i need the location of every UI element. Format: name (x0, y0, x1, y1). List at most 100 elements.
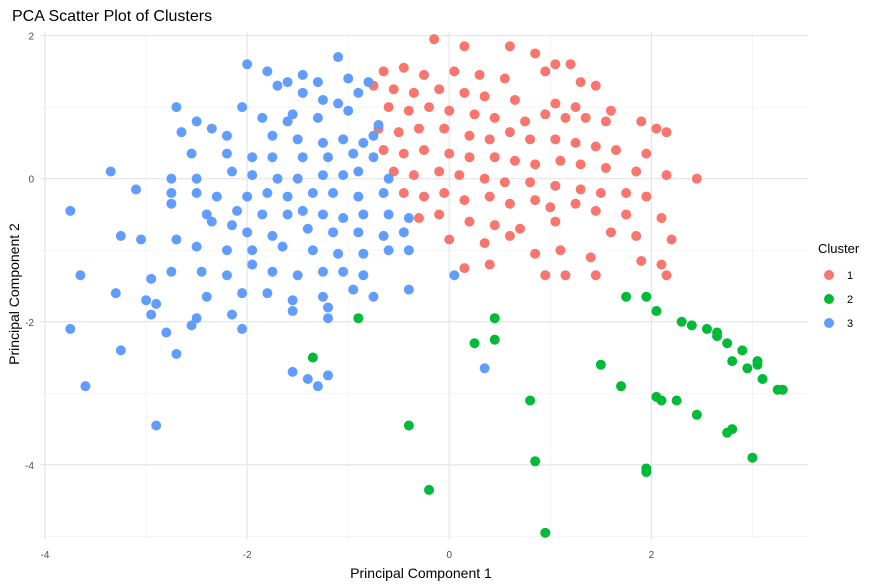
legend-label-cluster-1: 1 (847, 270, 853, 282)
data-point-cluster-3 (237, 288, 248, 299)
data-point-cluster-1 (383, 102, 394, 113)
data-point-cluster-1 (449, 66, 460, 77)
data-point-cluster-3 (317, 266, 328, 277)
data-point-cluster-2 (641, 467, 652, 478)
data-point-cluster-3 (398, 227, 409, 238)
y-axis-tick-labels: 2 0 -2 -4 (25, 32, 34, 472)
data-point-cluster-3 (317, 94, 328, 105)
data-point-cluster-3 (75, 270, 86, 281)
data-point-cluster-2 (777, 384, 788, 395)
minor-gridlines (40, 32, 808, 540)
data-point-cluster-1 (419, 69, 429, 80)
data-point-cluster-3 (176, 127, 187, 138)
data-point-cluster-1 (575, 159, 586, 170)
data-point-cluster-3 (221, 130, 232, 141)
data-point-cluster-1 (464, 216, 475, 227)
data-point-cluster-3 (282, 116, 293, 127)
data-point-cluster-1 (661, 270, 672, 281)
data-point-cluster-3 (242, 227, 253, 238)
data-point-cluster-3 (323, 302, 333, 313)
data-point-cluster-1 (570, 198, 581, 209)
data-point-cluster-3 (317, 291, 328, 302)
data-point-cluster-3 (292, 270, 303, 281)
data-point-cluster-3 (171, 348, 182, 359)
data-point-cluster-3 (338, 134, 349, 145)
data-point-cluster-3 (358, 137, 369, 148)
data-point-cluster-3 (232, 205, 243, 216)
data-point-cluster-3 (383, 245, 394, 256)
data-point-cluster-1 (444, 234, 455, 245)
data-point-cluster-1 (398, 187, 409, 198)
x-tick-label: -2 (243, 550, 252, 561)
data-point-cluster-3 (247, 245, 258, 256)
data-point-cluster-3 (191, 187, 202, 198)
data-point-cluster-1 (611, 145, 621, 156)
data-point-cluster-2 (691, 409, 702, 420)
data-point-cluster-3 (191, 313, 202, 324)
data-point-cluster-1 (413, 213, 424, 224)
data-point-cluster-1 (408, 170, 419, 181)
data-point-cluster-1 (530, 248, 541, 259)
data-point-cluster-2 (727, 356, 738, 367)
data-point-cluster-3 (317, 137, 328, 148)
data-point-cluster-1 (434, 84, 445, 95)
data-point-cluster-3 (383, 209, 394, 220)
data-point-cluster-3 (282, 191, 293, 202)
data-point-cluster-2 (757, 374, 768, 385)
data-point-cluster-1 (590, 270, 601, 281)
data-point-cluster-3 (161, 327, 172, 338)
data-point-cluster-3 (227, 166, 237, 177)
data-point-cluster-1 (419, 145, 429, 156)
data-point-cluster-1 (555, 245, 566, 256)
data-point-cluster-1 (459, 263, 470, 274)
data-point-cluster-1 (590, 141, 601, 152)
data-point-cluster-1 (484, 191, 495, 202)
data-point-cluster-3 (110, 288, 121, 299)
data-point-cluster-2 (671, 395, 682, 406)
legend-title: Cluster (818, 241, 860, 256)
x-tick-label: 2 (649, 550, 655, 561)
data-point-cluster-2 (656, 395, 667, 406)
data-point-cluster-3 (353, 166, 364, 177)
data-point-cluster-3 (358, 270, 369, 281)
data-point-cluster-1 (479, 173, 490, 184)
data-point-cluster-3 (378, 230, 389, 241)
data-point-cluster-1 (388, 166, 399, 177)
data-point-cluster-1 (545, 202, 556, 213)
data-point-cluster-1 (540, 270, 551, 281)
data-point-cluster-3 (237, 323, 248, 334)
data-point-cluster-3 (449, 270, 460, 281)
data-point-cluster-1 (499, 177, 510, 188)
data-point-cluster-2 (651, 306, 662, 317)
data-point-cluster-1 (509, 94, 520, 105)
data-point-cluster-3 (242, 59, 253, 70)
data-point-cluster-3 (297, 205, 308, 216)
data-point-cluster-3 (323, 152, 333, 163)
data-point-cluster-3 (287, 366, 298, 377)
legend-key-cluster-1 (824, 270, 834, 280)
data-point-cluster-3 (115, 230, 126, 241)
data-point-cluster-2 (595, 359, 606, 370)
data-point-cluster-3 (191, 241, 202, 252)
data-point-cluster-3 (247, 259, 258, 270)
data-point-cluster-3 (333, 52, 344, 63)
data-point-cluster-3 (237, 102, 248, 113)
data-point-cluster-3 (317, 209, 328, 220)
data-point-cluster-1 (631, 166, 642, 177)
x-axis-tick-labels: -4 -2 0 2 (41, 550, 655, 561)
data-point-cluster-1 (525, 177, 536, 188)
data-point-cluster-3 (186, 148, 197, 159)
data-point-cluster-1 (661, 170, 672, 181)
data-point-cluster-2 (727, 424, 738, 435)
data-point-cluster-2 (747, 452, 758, 463)
data-point-cluster-1 (560, 270, 571, 281)
data-point-cluster-3 (166, 173, 177, 184)
chart-title: PCA Scatter Plot of Clusters (12, 8, 212, 25)
data-point-cluster-3 (227, 309, 237, 320)
data-point-cluster-3 (333, 98, 344, 109)
data-point-cluster-3 (307, 245, 318, 256)
data-point-cluster-1 (661, 127, 672, 138)
data-point-cluster-3 (267, 152, 278, 163)
legend-label-cluster-3: 3 (847, 318, 853, 330)
